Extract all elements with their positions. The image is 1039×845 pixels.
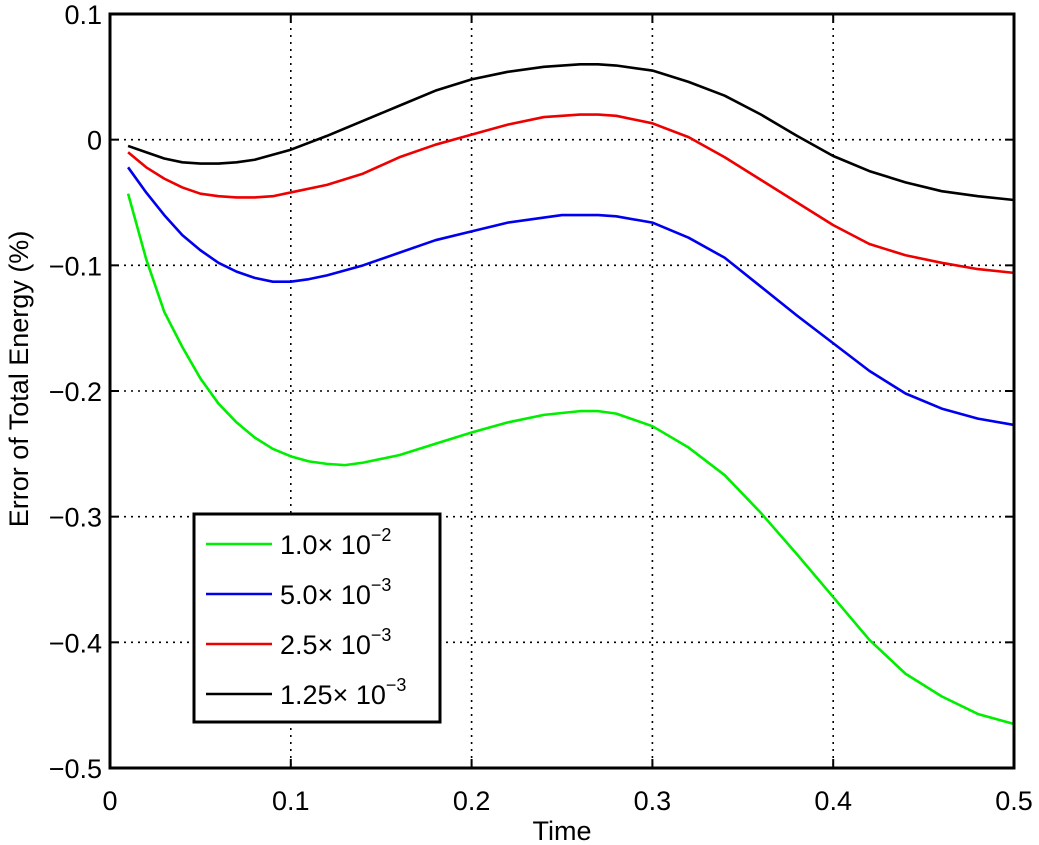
x-axis-label: Time <box>533 816 592 845</box>
series-line-1 <box>126 193 1015 726</box>
series-lines <box>126 62 1015 726</box>
tick-labels: 0 0.1 0.2 0.3 0.4 0.5 0.1 0 −0.1 −0.2 −0.3 −0.4 −0.5 <box>49 0 1033 816</box>
series-line-4 <box>127 62 1015 202</box>
y-tick-label: −0.4 <box>49 628 102 658</box>
x-tick-label: 0.3 <box>634 786 672 816</box>
plot-frame <box>108 12 1016 770</box>
series-line-3 <box>127 113 1015 275</box>
legend-entry: 1.0× 10−2 <box>280 525 391 560</box>
legend-entry: 2.5× 10−3 <box>280 625 391 660</box>
y-tick-label: 0.1 <box>64 0 102 30</box>
x-tick-label: 0.2 <box>453 786 491 816</box>
y-axis-label: Error of Total Energy (%) <box>4 231 34 528</box>
axes <box>108 12 1016 770</box>
x-tick-label: 0.4 <box>814 786 852 816</box>
y-tick-label: −0.5 <box>49 754 102 784</box>
legend-entry: 5.0× 10−3 <box>280 575 391 610</box>
legend-box <box>192 512 442 724</box>
y-tick-label: 0 <box>87 126 102 156</box>
legend-entry: 1.25× 10−3 <box>280 675 406 710</box>
legend: 1.0× 10−2 5.0× 10−3 2.5× 10−3 1.25× 10−3 <box>192 512 442 724</box>
y-tick-label: −0.1 <box>49 251 102 281</box>
x-tick-label: 0.5 <box>995 786 1033 816</box>
y-tick-label: −0.2 <box>49 377 102 407</box>
x-tick-label: 0 <box>102 786 117 816</box>
y-tick-label: −0.3 <box>49 503 102 533</box>
series-line-2 <box>127 166 1015 427</box>
x-tick-label: 0.1 <box>272 786 310 816</box>
